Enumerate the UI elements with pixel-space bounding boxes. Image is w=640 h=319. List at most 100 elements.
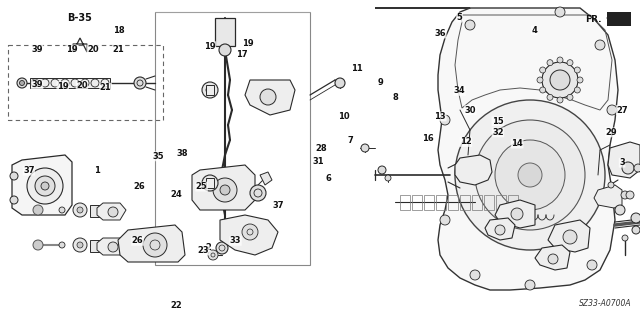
Text: 19: 19 [243, 39, 254, 48]
Circle shape [608, 182, 614, 188]
Circle shape [603, 195, 613, 205]
Polygon shape [485, 218, 515, 240]
Polygon shape [608, 142, 640, 178]
Text: 25: 25 [196, 182, 207, 191]
Circle shape [77, 207, 83, 213]
Text: 14: 14 [511, 139, 523, 148]
Text: 26: 26 [132, 236, 143, 245]
Circle shape [455, 100, 605, 250]
Circle shape [563, 230, 577, 244]
Circle shape [17, 78, 27, 88]
Circle shape [495, 140, 565, 210]
Polygon shape [97, 203, 126, 220]
Circle shape [587, 260, 597, 270]
Text: 6: 6 [325, 174, 332, 183]
Circle shape [59, 207, 65, 213]
Circle shape [470, 270, 480, 280]
Polygon shape [594, 185, 622, 208]
Bar [30, 78, 110, 88]
Polygon shape [192, 165, 255, 210]
Circle shape [250, 185, 266, 201]
Circle shape [550, 70, 570, 90]
Circle shape [621, 191, 629, 199]
Circle shape [574, 67, 580, 73]
Circle shape [73, 203, 87, 217]
Text: 35: 35 [153, 152, 164, 161]
Circle shape [202, 175, 218, 191]
Circle shape [335, 78, 345, 88]
Circle shape [206, 179, 214, 187]
Circle shape [19, 80, 24, 85]
Polygon shape [548, 220, 590, 252]
Circle shape [208, 250, 218, 260]
Circle shape [525, 280, 535, 290]
Circle shape [626, 191, 634, 199]
Circle shape [59, 242, 65, 248]
Text: 21: 21 [113, 45, 124, 54]
Text: 28: 28 [316, 144, 327, 153]
Text: 33: 33 [230, 236, 241, 245]
Bar [90, 240, 100, 252]
Circle shape [440, 115, 450, 125]
Text: 32: 32 [492, 128, 504, 137]
Circle shape [134, 77, 146, 89]
Circle shape [547, 60, 553, 66]
Circle shape [216, 242, 228, 254]
Polygon shape [118, 225, 185, 262]
Bar [206, 85, 214, 95]
Circle shape [634, 164, 640, 172]
Circle shape [242, 224, 258, 240]
Circle shape [615, 205, 625, 215]
Text: 36: 36 [435, 29, 446, 38]
Circle shape [567, 60, 573, 66]
Text: 39: 39 [31, 45, 43, 54]
Circle shape [567, 94, 573, 100]
Bar [215, 18, 235, 46]
Text: 39: 39 [31, 80, 43, 89]
Circle shape [537, 77, 543, 83]
Circle shape [548, 254, 558, 264]
Circle shape [378, 166, 386, 174]
Circle shape [202, 82, 218, 98]
Text: 38: 38 [177, 149, 188, 158]
Text: 1: 1 [94, 166, 100, 175]
Text: 11: 11 [351, 64, 363, 73]
Text: 37: 37 [273, 201, 284, 210]
Circle shape [632, 226, 640, 234]
Text: 8: 8 [393, 93, 398, 102]
Text: 29: 29 [605, 128, 617, 137]
Circle shape [260, 89, 276, 105]
Circle shape [143, 233, 167, 257]
Circle shape [518, 163, 542, 187]
Circle shape [622, 235, 628, 241]
Text: 3: 3 [620, 158, 625, 167]
Circle shape [574, 87, 580, 93]
Text: 20: 20 [76, 81, 88, 90]
Text: 31: 31 [313, 157, 324, 166]
Text: B-35: B-35 [68, 13, 92, 23]
Circle shape [33, 240, 43, 250]
Circle shape [595, 40, 605, 50]
Circle shape [540, 67, 546, 73]
Circle shape [27, 168, 63, 204]
Circle shape [577, 77, 583, 83]
Circle shape [41, 182, 49, 190]
Bar [90, 205, 100, 217]
Text: 5: 5 [456, 13, 463, 22]
Text: 19: 19 [204, 42, 216, 51]
Circle shape [622, 162, 634, 174]
Text: 30: 30 [465, 106, 476, 115]
Circle shape [77, 242, 83, 248]
Circle shape [542, 62, 578, 98]
Polygon shape [535, 245, 570, 270]
Circle shape [35, 176, 55, 196]
Text: 19: 19 [66, 45, 77, 54]
Circle shape [495, 225, 505, 235]
Circle shape [511, 208, 523, 220]
Text: 20: 20 [87, 45, 99, 54]
Circle shape [557, 97, 563, 103]
FancyBboxPatch shape [8, 45, 163, 120]
Text: 12: 12 [460, 137, 472, 146]
Text: SZ33-A0700A: SZ33-A0700A [579, 299, 632, 308]
Text: 17: 17 [236, 50, 248, 59]
